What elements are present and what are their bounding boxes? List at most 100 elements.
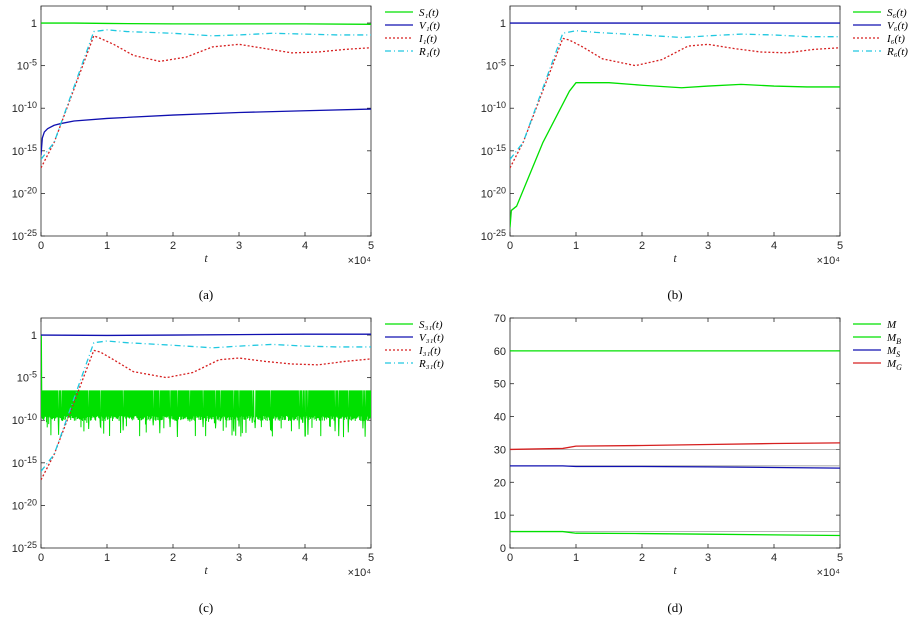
series-line-1 [510, 530, 840, 537]
x-tick-label: 1 [573, 240, 579, 252]
y-tick-label: 1 [31, 18, 37, 30]
series-line-1 [510, 82, 840, 228]
series-line-1-start [41, 335, 43, 391]
y-tick-label: 1 [31, 330, 37, 342]
legend: S₃₁(t)V₃₁(t)I₃₁(t)R₃₁(t) [385, 319, 444, 370]
y-tick-label: 10-15 [481, 143, 506, 158]
plot-area [41, 333, 371, 481]
x-tick-label: 4 [771, 240, 777, 252]
y-tick-label: 10-5 [486, 58, 506, 73]
plot-frame [40, 5, 372, 237]
legend-label: V₁(t) [419, 20, 440, 32]
y-tick-label: 10-25 [481, 228, 506, 243]
panel-caption: (c) [199, 600, 213, 615]
x-tick-label: 4 [771, 552, 777, 564]
series-line-2 [41, 108, 371, 156]
plot-frame [509, 5, 841, 237]
x-tick-label: 5 [837, 552, 843, 564]
series-line-1 [41, 22, 371, 25]
plot-area [41, 22, 371, 169]
series-line-4 [41, 340, 371, 472]
y-tick-label: 10-10 [12, 100, 37, 115]
x-tick-label: 2 [639, 240, 645, 252]
series-line-3 [510, 465, 840, 469]
legend-label: V₆(t) [887, 20, 908, 32]
y-tick-label: 30 [494, 444, 506, 456]
x-tick-label: 5 [368, 240, 374, 252]
x-tick-label: 0 [38, 552, 44, 564]
legend-label: S₃₁(t) [419, 319, 443, 331]
x-tick-label: 1 [104, 552, 110, 564]
series-line-4 [510, 442, 840, 451]
x-axis-multiplier: ×10⁴ [348, 255, 372, 267]
legend-label: R₃₁(t) [418, 358, 444, 370]
legend-label: R₆(t) [886, 46, 908, 58]
legend-label: MG [886, 358, 902, 372]
legend-label: M [886, 319, 897, 331]
y-tick-label: 10-5 [17, 58, 37, 73]
x-tick-label: 0 [38, 240, 44, 252]
x-axis-label: t [204, 251, 208, 265]
y-tick-label: 10-15 [12, 455, 37, 470]
y-tick-label: 70 [494, 313, 506, 325]
legend-label: V₃₁(t) [419, 332, 444, 344]
x-tick-label: 3 [236, 552, 242, 564]
legend-label: MS [886, 345, 900, 359]
x-tick-label: 2 [639, 552, 645, 564]
x-tick-label: 2 [170, 240, 176, 252]
x-axis-label: t [673, 251, 677, 265]
y-tick-label: 10-10 [12, 412, 37, 427]
x-tick-label: 5 [837, 240, 843, 252]
legend: S₆(t)V₆(t)I₆(t)R₆(t) [853, 7, 908, 58]
legend-label: I₃₁(t) [418, 345, 441, 357]
plot-area [510, 22, 840, 228]
chart-panel-1: 0 1 2 3 4 5 1 10-5 10-10 10-15 10-20 10-25 t ×10⁴ (a) S… [12, 5, 440, 302]
x-tick-label: 1 [573, 552, 579, 564]
x-axis-multiplier: ×10⁴ [348, 567, 372, 579]
x-tick-label: 5 [368, 552, 374, 564]
x-tick-label: 0 [507, 552, 513, 564]
x-tick-label: 2 [170, 552, 176, 564]
panel-caption: (a) [199, 287, 213, 302]
y-tick-label: 0 [500, 543, 506, 555]
x-axis-label: t [204, 563, 208, 577]
y-tick-label: 10-20 [481, 185, 506, 200]
x-tick-label: 3 [705, 240, 711, 252]
legend-label: R₁(t) [418, 46, 440, 58]
x-tick-label: 4 [302, 552, 308, 564]
legend-label: I₁(t) [418, 33, 437, 45]
x-tick-label: 3 [236, 240, 242, 252]
y-tick-label: 10-25 [12, 540, 37, 555]
x-axis-multiplier: ×10⁴ [817, 567, 841, 579]
chart-panel-3: 0 1 2 3 4 5 1 10-5 10-10 10-15 10-20 10-25 t ×10⁴ (c) S… [12, 317, 444, 615]
x-axis-label: t [673, 563, 677, 577]
y-tick-label: 10 [494, 510, 506, 522]
legend: S₁(t)V₁(t)I₁(t)R₁(t) [385, 7, 440, 58]
y-tick-label: 10-20 [12, 185, 37, 200]
legend-label: S₆(t) [887, 7, 907, 19]
series-line-3 [41, 35, 371, 169]
plot-frame [40, 317, 372, 549]
series-line-1 [41, 390, 371, 438]
y-tick-label: 50 [494, 379, 506, 391]
series-line-4 [41, 29, 371, 160]
series-line-3 [510, 37, 840, 169]
y-tick-label: 10-10 [481, 100, 506, 115]
x-tick-label: 0 [507, 240, 513, 252]
y-tick-label: 60 [494, 346, 506, 358]
legend-label: I₆(t) [886, 33, 905, 45]
plot-area [510, 350, 840, 537]
panel-caption: (d) [667, 600, 682, 615]
chart-panel-2: 0 1 2 3 4 5 1 10-5 10-10 10-15 10-20 10-25 t ×10⁴ (b) S… [481, 5, 908, 302]
x-tick-label: 4 [302, 240, 308, 252]
y-tick-label: 1 [500, 18, 506, 30]
panel-caption: (b) [667, 287, 682, 302]
x-tick-label: 3 [705, 552, 711, 564]
y-tick-label: 10-25 [12, 228, 37, 243]
y-tick-label: 10-5 [17, 370, 37, 385]
y-tick-label: 10-20 [12, 497, 37, 512]
y-tick-label: 40 [494, 412, 506, 424]
